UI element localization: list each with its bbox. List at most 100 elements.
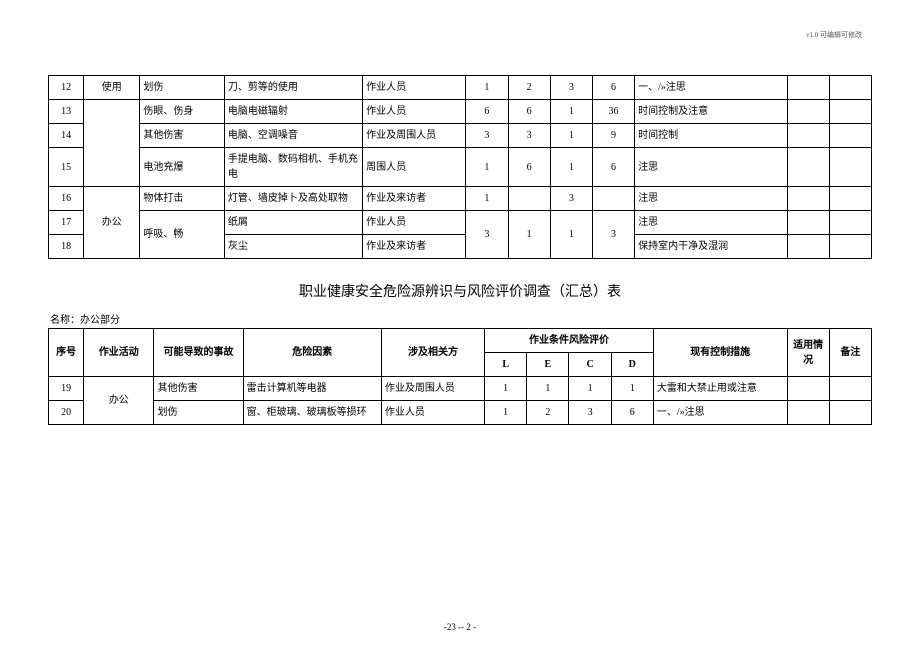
party-cell: 作业人员 xyxy=(363,100,466,124)
remark-cell xyxy=(829,100,871,124)
remark-cell xyxy=(829,377,871,401)
header-app: 适用情况 xyxy=(787,329,829,377)
header-measure: 现有控制措施 xyxy=(653,329,787,377)
remark-cell xyxy=(829,76,871,100)
party-cell: 作业人员 xyxy=(363,211,466,235)
party-cell: 作业及周围人员 xyxy=(381,377,484,401)
name-line: 名称：办公部分 xyxy=(48,311,872,326)
seq-cell: 18 xyxy=(49,235,84,259)
activity-span-cell: 办公 xyxy=(84,187,140,259)
measure-cell: 大雷和大禁止用或注意 xyxy=(653,377,787,401)
measure-cell: 注思 xyxy=(635,187,787,211)
table-row: 12 使用 划伤 刀、剪等的使用 作业人员 1 2 3 6 一、/»注思 xyxy=(49,76,872,100)
seq-cell: 14 xyxy=(49,124,84,148)
table-row: 14 其他伤害 电脑、空调噪音 作业及周围人员 3 3 1 9 时间控制 xyxy=(49,124,872,148)
remark-cell xyxy=(829,235,871,259)
remark-cell xyxy=(829,401,871,425)
c-cell: 3 xyxy=(550,187,592,211)
header-d: D xyxy=(611,353,653,377)
e-cell: 1 xyxy=(508,211,550,259)
measure-cell: 时间控制及注意 xyxy=(635,100,787,124)
party-cell: 作业人员 xyxy=(381,401,484,425)
c-cell: 1 xyxy=(550,124,592,148)
accident-cell: 伤眼、伤身 xyxy=(140,100,224,124)
table-row: 19 办公 其他伤害 雷击计算机等电器 作业及周围人员 1 1 1 1 大雷和大… xyxy=(49,377,872,401)
measure-cell: 一、/»注思 xyxy=(635,76,787,100)
measure-cell: 注思 xyxy=(635,148,787,187)
l-cell: 6 xyxy=(466,100,508,124)
seq-cell: 16 xyxy=(49,187,84,211)
header-c: C xyxy=(569,353,611,377)
measure-cell: 注思 xyxy=(635,211,787,235)
c-cell: 1 xyxy=(550,211,592,259)
app-cell xyxy=(787,211,829,235)
app-cell xyxy=(787,377,829,401)
e-cell: 6 xyxy=(508,148,550,187)
hazard-cell: 手提电脑、数码相机、手机充电 xyxy=(224,148,362,187)
hazard-cell: 纸屑 xyxy=(224,211,362,235)
seq-cell: 19 xyxy=(49,377,84,401)
e-cell: 1 xyxy=(527,377,569,401)
l-cell: 1 xyxy=(485,401,527,425)
e-cell xyxy=(508,187,550,211)
remark-cell xyxy=(829,148,871,187)
section-title: 职业健康安全危险源辨识与风险评价调查（汇总）表 xyxy=(48,281,872,301)
accident-cell: 呼吸、畅 xyxy=(140,211,224,259)
header-activity: 作业活动 xyxy=(84,329,154,377)
remark-cell xyxy=(829,124,871,148)
app-cell xyxy=(787,235,829,259)
accident-cell: 划伤 xyxy=(154,401,243,425)
table-row: 20 划伤 窗、柜玻璃、玻璃板等损环 作业人员 1 2 3 6 一、/»注思 xyxy=(49,401,872,425)
party-cell: 作业人员 xyxy=(363,76,466,100)
l-cell: 1 xyxy=(466,187,508,211)
app-cell xyxy=(787,100,829,124)
app-cell xyxy=(787,124,829,148)
table-row: 13 伤眼、伤身 电脑电磁辐射 作业人员 6 6 1 36 时间控制及注意 xyxy=(49,100,872,124)
header-eval: 作业条件风险评价 xyxy=(485,329,654,353)
d-cell: 1 xyxy=(611,377,653,401)
table-row: 15 电池充爆 手提电脑、数码相机、手机充电 周围人员 1 6 1 6 注思 xyxy=(49,148,872,187)
l-cell: 3 xyxy=(466,211,508,259)
header-accident: 可能导致的事故 xyxy=(154,329,243,377)
seq-cell: 13 xyxy=(49,100,84,124)
header-seq: 序号 xyxy=(49,329,84,377)
activity-cell: 办公 xyxy=(84,377,154,425)
hazard-cell: 电脑电磁辐射 xyxy=(224,100,362,124)
header-e: E xyxy=(527,353,569,377)
e-cell: 2 xyxy=(527,401,569,425)
remark-cell xyxy=(829,211,871,235)
seq-cell: 17 xyxy=(49,211,84,235)
c-cell: 1 xyxy=(550,100,592,124)
seq-cell: 20 xyxy=(49,401,84,425)
seq-cell: 15 xyxy=(49,148,84,187)
l-cell: 1 xyxy=(466,148,508,187)
d-cell: 3 xyxy=(592,211,634,259)
remark-cell xyxy=(829,187,871,211)
seq-cell: 12 xyxy=(49,76,84,100)
app-cell xyxy=(787,187,829,211)
hazard-cell: 雷击计算机等电器 xyxy=(243,377,381,401)
d-cell: 36 xyxy=(592,100,634,124)
table-2: 序号 作业活动 可能导致的事故 危险因素 涉及相关方 作业条件风险评价 现有控制… xyxy=(48,328,872,425)
table-1: 12 使用 划伤 刀、剪等的使用 作业人员 1 2 3 6 一、/»注思 13 … xyxy=(48,75,872,259)
table-row: 17 呼吸、畅 纸屑 作业人员 3 1 1 3 注思 xyxy=(49,211,872,235)
app-cell xyxy=(787,76,829,100)
hazard-cell: 电脑、空调噪音 xyxy=(224,124,362,148)
measure-cell: 保持室内干净及湿润 xyxy=(635,235,787,259)
header-remark: 备注 xyxy=(829,329,871,377)
measure-cell: 一、/»注思 xyxy=(653,401,787,425)
l-cell: 1 xyxy=(466,76,508,100)
header-l: L xyxy=(485,353,527,377)
hazard-cell: 灰尘 xyxy=(224,235,362,259)
c-cell: 1 xyxy=(550,148,592,187)
activity-cell xyxy=(84,100,140,187)
accident-cell: 电池充爆 xyxy=(140,148,224,187)
page-footer: -23 -- 2 - xyxy=(0,622,920,632)
header-hazard: 危险因素 xyxy=(243,329,381,377)
party-cell: 作业及来访者 xyxy=(363,235,466,259)
d-cell: 6 xyxy=(592,76,634,100)
l-cell: 3 xyxy=(466,124,508,148)
accident-cell: 划伤 xyxy=(140,76,224,100)
hazard-cell: 灯管、墙皮掉卜及高处取物 xyxy=(224,187,362,211)
d-cell: 6 xyxy=(592,148,634,187)
